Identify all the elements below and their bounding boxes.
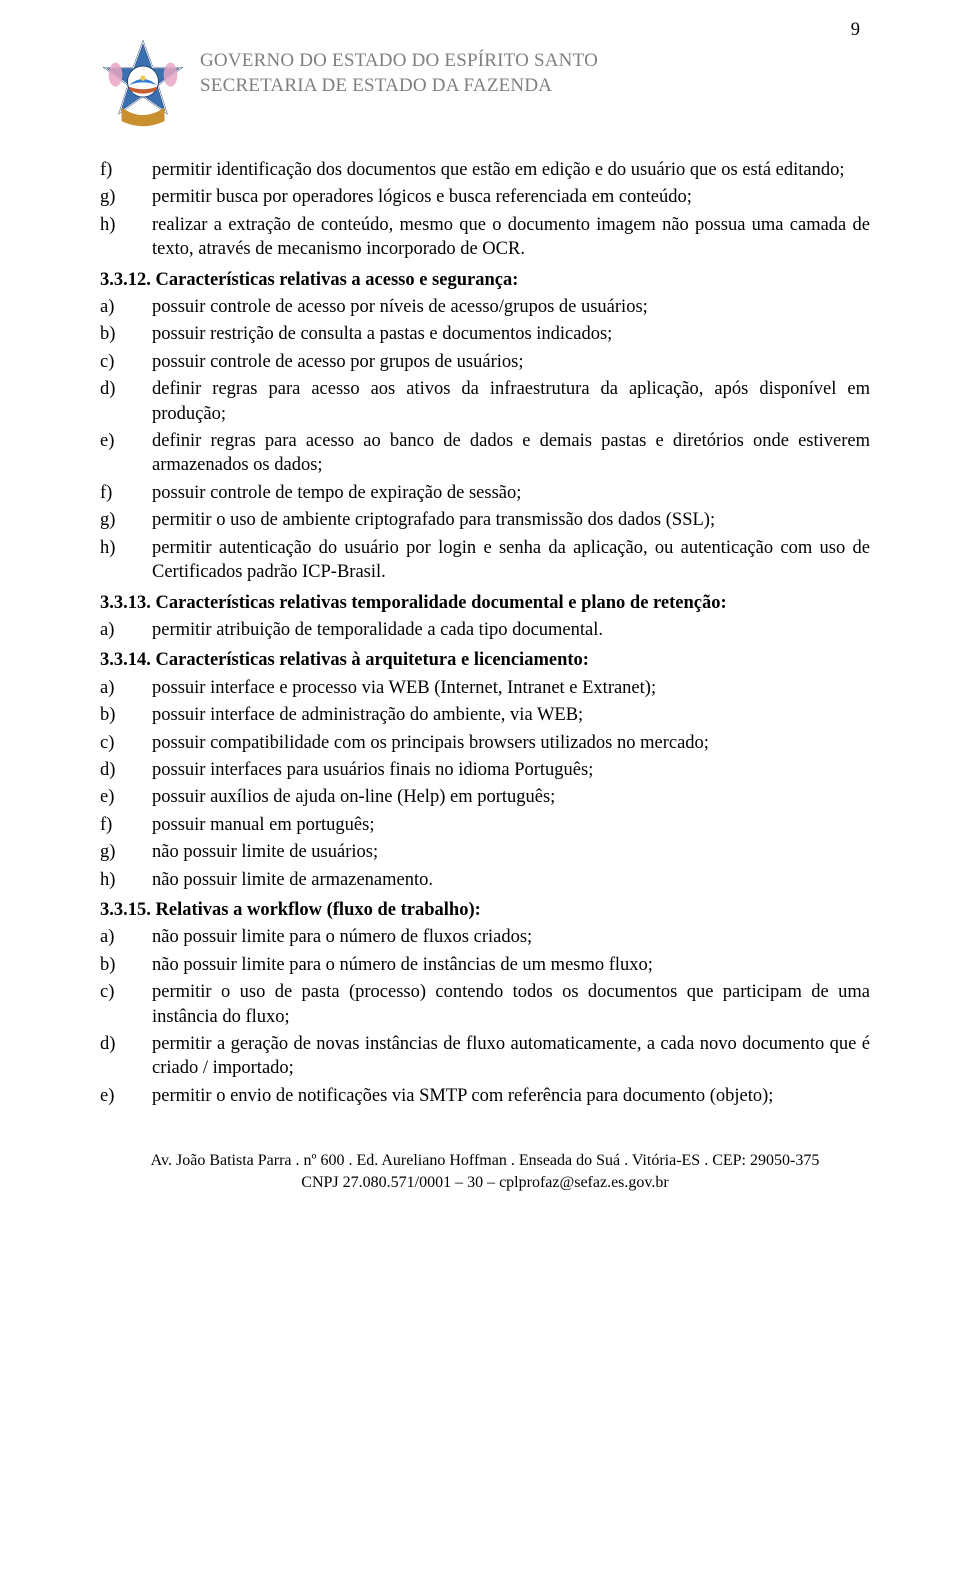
page-number: 9 — [851, 18, 860, 42]
letterhead-text: GOVERNO DO ESTADO DO ESPÍRITO SANTO SECR… — [200, 40, 598, 98]
list-item: d)permitir a geração de novas instâncias… — [100, 1032, 870, 1081]
list-item: b)possuir interface de administração do … — [100, 703, 870, 727]
item-marker: f) — [100, 481, 152, 505]
item-text: possuir auxílios de ajuda on-line (Help)… — [152, 785, 870, 809]
list-item: a)possuir controle de acesso por níveis … — [100, 295, 870, 319]
item-text: realizar a extração de conteúdo, mesmo q… — [152, 213, 870, 262]
item-text: possuir controle de acesso por níveis de… — [152, 295, 870, 319]
item-text: possuir manual em português; — [152, 813, 870, 837]
footer-line-1: Av. João Batista Parra . nº 600 . Ed. Au… — [100, 1150, 870, 1172]
section-3-3-15-list: a)não possuir limite para o número de fl… — [100, 925, 870, 1108]
item-text: permitir o uso de ambiente criptografado… — [152, 508, 870, 532]
section-3-3-14-list: a)possuir interface e processo via WEB (… — [100, 676, 870, 892]
item-marker: e) — [100, 429, 152, 478]
document-body: f)permitir identificação dos documentos … — [100, 158, 870, 1108]
list-item: e)definir regras para acesso ao banco de… — [100, 429, 870, 478]
list-item: a)permitir atribuição de temporalidade a… — [100, 618, 870, 642]
list-item: d)possuir interfaces para usuários finai… — [100, 758, 870, 782]
list-item: c)possuir controle de acesso por grupos … — [100, 350, 870, 374]
item-marker: h) — [100, 536, 152, 585]
list-item: d)definir regras para acesso aos ativos … — [100, 377, 870, 426]
section-3-3-14-heading: 3.3.14. Características relativas à arqu… — [100, 648, 870, 672]
state-crest-icon — [100, 40, 186, 130]
list-item: f)permitir identificação dos documentos … — [100, 158, 870, 182]
list-item: b)possuir restrição de consulta a pastas… — [100, 322, 870, 346]
header-line-2: SECRETARIA DE ESTADO DA FAZENDA — [200, 73, 598, 98]
list-item: g)permitir busca por operadores lógicos … — [100, 185, 870, 209]
section-3-3-12-list: a)possuir controle de acesso por níveis … — [100, 295, 870, 584]
item-text: permitir busca por operadores lógicos e … — [152, 185, 870, 209]
footer-line-2: CNPJ 27.080.571/0001 – 30 – cplprofaz@se… — [100, 1172, 870, 1194]
item-marker: a) — [100, 925, 152, 949]
list-item: h)não possuir limite de armazenamento. — [100, 868, 870, 892]
list-item: a)não possuir limite para o número de fl… — [100, 925, 870, 949]
item-marker: c) — [100, 980, 152, 1029]
list-item: b)não possuir limite para o número de in… — [100, 953, 870, 977]
item-marker: h) — [100, 213, 152, 262]
item-text: permitir identificação dos documentos qu… — [152, 158, 870, 182]
item-marker: c) — [100, 350, 152, 374]
item-text: permitir autenticação do usuário por log… — [152, 536, 870, 585]
item-marker: b) — [100, 703, 152, 727]
item-text: permitir atribuição de temporalidade a c… — [152, 618, 870, 642]
item-text: possuir compatibilidade com os principai… — [152, 731, 870, 755]
item-marker: e) — [100, 785, 152, 809]
item-marker: a) — [100, 618, 152, 642]
item-text: não possuir limite para o número de inst… — [152, 953, 870, 977]
pre-list: f)permitir identificação dos documentos … — [100, 158, 870, 262]
item-text: possuir interfaces para usuários finais … — [152, 758, 870, 782]
list-item: c)possuir compatibilidade com os princip… — [100, 731, 870, 755]
item-marker: g) — [100, 508, 152, 532]
header-line-1: GOVERNO DO ESTADO DO ESPÍRITO SANTO — [200, 48, 598, 73]
item-text: não possuir limite para o número de flux… — [152, 925, 870, 949]
list-item: e)permitir o envio de notificações via S… — [100, 1084, 870, 1108]
list-item: h)realizar a extração de conteúdo, mesmo… — [100, 213, 870, 262]
item-text: permitir o envio de notificações via SMT… — [152, 1084, 870, 1108]
list-item: a)possuir interface e processo via WEB (… — [100, 676, 870, 700]
item-text: permitir a geração de novas instâncias d… — [152, 1032, 870, 1081]
section-3-3-13-heading: 3.3.13. Características relativas tempor… — [100, 591, 870, 615]
footer: Av. João Batista Parra . nº 600 . Ed. Au… — [100, 1150, 870, 1193]
item-marker: f) — [100, 158, 152, 182]
list-item: h)permitir autenticação do usuário por l… — [100, 536, 870, 585]
list-item: f)possuir controle de tempo de expiração… — [100, 481, 870, 505]
item-marker: b) — [100, 322, 152, 346]
item-marker: d) — [100, 1032, 152, 1081]
section-3-3-12-heading: 3.3.12. Características relativas a aces… — [100, 268, 870, 292]
item-text: possuir interface e processo via WEB (In… — [152, 676, 870, 700]
item-text: possuir interface de administração do am… — [152, 703, 870, 727]
item-text: possuir restrição de consulta a pastas e… — [152, 322, 870, 346]
item-marker: a) — [100, 295, 152, 319]
item-marker: f) — [100, 813, 152, 837]
list-item: e)possuir auxílios de ajuda on-line (Hel… — [100, 785, 870, 809]
item-text: possuir controle de acesso por grupos de… — [152, 350, 870, 374]
item-text: permitir o uso de pasta (processo) conte… — [152, 980, 870, 1029]
item-marker: c) — [100, 731, 152, 755]
section-3-3-13-list: a)permitir atribuição de temporalidade a… — [100, 618, 870, 642]
item-marker: g) — [100, 185, 152, 209]
item-text: não possuir limite de armazenamento. — [152, 868, 870, 892]
item-text: possuir controle de tempo de expiração d… — [152, 481, 870, 505]
item-marker: d) — [100, 377, 152, 426]
list-item: g)permitir o uso de ambiente criptografa… — [100, 508, 870, 532]
item-text: definir regras para acesso ao banco de d… — [152, 429, 870, 478]
item-marker: b) — [100, 953, 152, 977]
list-item: c)permitir o uso de pasta (processo) con… — [100, 980, 870, 1029]
item-marker: a) — [100, 676, 152, 700]
item-marker: e) — [100, 1084, 152, 1108]
letterhead: GOVERNO DO ESTADO DO ESPÍRITO SANTO SECR… — [100, 40, 870, 130]
item-marker: g) — [100, 840, 152, 864]
item-marker: d) — [100, 758, 152, 782]
item-text: definir regras para acesso aos ativos da… — [152, 377, 870, 426]
item-marker: h) — [100, 868, 152, 892]
section-3-3-15-heading: 3.3.15. Relativas a workflow (fluxo de t… — [100, 898, 870, 922]
list-item: g)não possuir limite de usuários; — [100, 840, 870, 864]
item-text: não possuir limite de usuários; — [152, 840, 870, 864]
list-item: f)possuir manual em português; — [100, 813, 870, 837]
